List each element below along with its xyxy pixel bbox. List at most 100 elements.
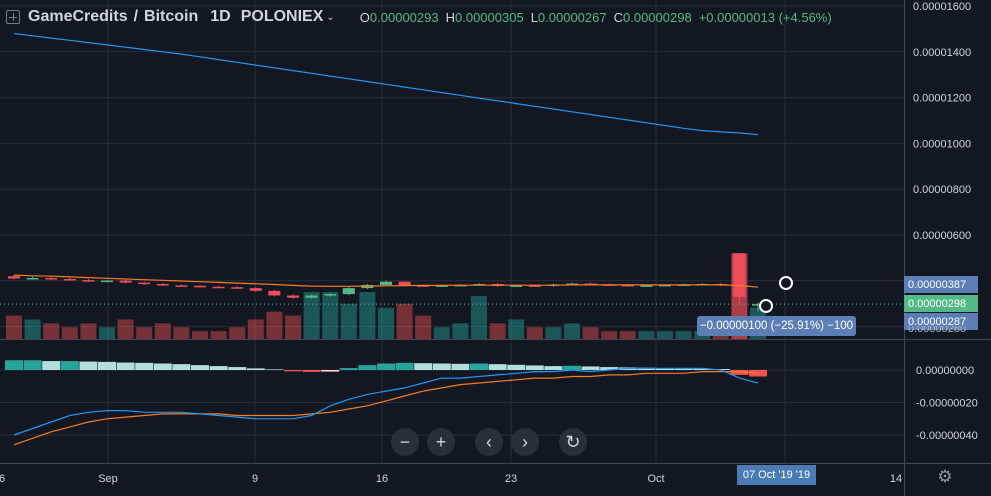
candle-body [249,288,262,291]
volume-bar [471,296,487,339]
macd-signal-line [13,371,759,446]
low-label: L [530,9,538,25]
reset-chart-button[interactable]: ↻ [559,428,587,456]
volume-bar [508,319,525,339]
zoom-in-button[interactable]: + [427,428,455,456]
macd-histogram-bar [60,361,79,370]
candle-body [119,280,132,283]
price-tag-upper: 0.00000387 [904,276,978,293]
macd-histogram-bar [470,363,488,370]
scroll-left-button[interactable]: ‹ [475,428,503,456]
interval-label[interactable]: 1D [210,8,231,25]
macd-histogram-bar [265,369,284,370]
exchange-label[interactable]: POLONIEX [240,8,324,25]
macd-histogram-bar [432,363,451,370]
macd-histogram-bar [581,366,600,370]
volume-bar [340,303,357,339]
candle-body [63,278,76,281]
candle-body [342,288,355,295]
candle-body [621,284,634,287]
indicator-axis-label: -0.00000040 [916,430,978,442]
volume-bar [601,331,618,339]
volume-bar [657,331,673,339]
macd-histogram-bar [563,365,581,370]
volume-bar [489,323,506,339]
measure-point-end [759,299,773,313]
macd-histogram-bar [488,364,507,370]
candle-body [82,280,95,282]
price-axis-label: 0.00001600 [913,1,971,13]
candle-body [417,285,430,287]
macd-histogram-bar [209,366,228,370]
volume-bar [192,331,208,339]
time-axis-label: 14 [890,473,902,485]
measure-point-start [779,276,793,290]
chart-legend: GameCredits / Bitcoin 1D POLONIEX ⌄ O 0.0… [6,6,832,28]
macd-histogram-bar [693,368,712,370]
gear-icon[interactable]: ⚙ [937,467,953,486]
volume-bar [433,327,450,339]
volume-bar [564,323,580,339]
time-axis-label: 6 [0,473,5,485]
volume-bar [582,327,599,339]
candle-body [194,285,206,288]
time-cursor-label: 07 Oct '19 '19 [737,465,816,485]
scroll-right-button[interactable]: › [511,428,539,456]
candle-body [26,278,39,280]
volume-bar [526,327,543,339]
time-axis-label: 9 [252,473,258,485]
candle-body [8,276,20,279]
price-tag-lower: 0.00000287 [904,313,978,330]
volume-bar [266,311,283,339]
volume-bar [61,327,78,339]
volume-bar [247,319,264,339]
macd-histogram-bar [228,367,247,370]
volume-bar [619,331,636,339]
macd-histogram-bar [172,364,191,370]
candle-body [324,294,337,296]
macd-histogram-bar [544,366,563,370]
macd-histogram-bar [600,367,619,370]
change-value: +0.00000013 (+4.56%) [698,9,832,25]
candle-body [212,286,225,289]
macd-histogram-bar [302,370,321,372]
zoom-out-button[interactable]: − [391,428,419,456]
expand-icon[interactable] [6,10,20,24]
volume-bar [24,319,41,339]
volume-bar [545,327,562,339]
macd-histogram-bar [191,365,209,370]
macd-histogram-bar [358,365,377,370]
indicator-axis-label: -0.00000020 [916,398,978,410]
macd-histogram-bar [507,364,526,370]
candle-body [231,287,244,289]
candle-body [640,285,653,287]
candle-body [138,282,151,285]
volume-bar [675,331,692,339]
volume-bar [359,292,376,339]
macd-histogram-bar [656,368,674,370]
chart-nav-toolbar: − + ‹ › ↻ [391,428,595,456]
volume-bar [6,315,22,339]
quote-currency[interactable]: Bitcoin [144,8,199,25]
symbol-title[interactable]: GameCredits [28,8,128,25]
low-value: 0.00000267 [537,9,607,25]
close-label: C [613,9,623,25]
macd-histogram-bar [42,361,61,370]
high-value: 0.00000305 [455,9,524,25]
candle-body [584,283,597,286]
chevron-down-icon[interactable]: ⌄ [326,11,335,23]
macd-histogram-bar [116,362,135,370]
open-label: O [359,9,370,25]
macd-histogram-bar [98,361,116,370]
macd-histogram-bar [246,368,265,370]
measure-tooltip: −0.00000100 (−25.91%) −100 [697,316,856,336]
candle-body [45,278,58,280]
price-axis-label: 0.00000600 [913,230,971,242]
price-axis-label: 0.00001400 [913,47,971,59]
volume-bar [285,315,301,339]
candle-body [305,295,318,298]
volume-bar [117,319,134,339]
volume-bar [322,292,339,339]
volume-bar [378,307,394,339]
